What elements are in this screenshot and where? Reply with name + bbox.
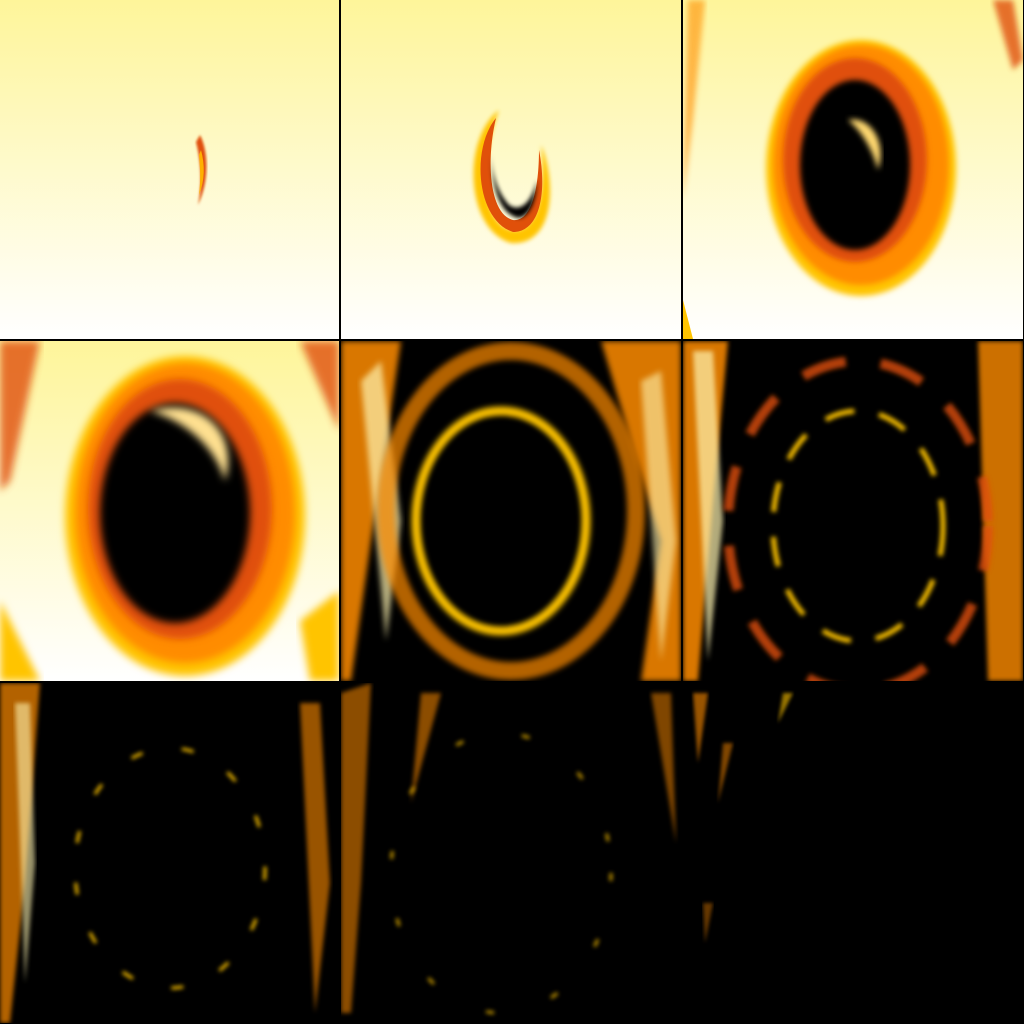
vortex-core <box>800 80 910 250</box>
edge-flame-bottom <box>683 300 693 339</box>
ember-streak-4 <box>703 903 713 943</box>
vortex-ring-inner <box>411 406 591 636</box>
ember-streak-2 <box>718 743 733 803</box>
crescent-core <box>491 150 537 218</box>
spark-core <box>199 150 204 195</box>
frame-8-canvas <box>341 683 681 1023</box>
frame-8 <box>341 683 681 1023</box>
ember-ring <box>389 731 613 1015</box>
vortex-ring-outer <box>377 342 645 680</box>
vortex-core <box>100 403 250 623</box>
flame-streak-right <box>651 693 676 843</box>
flame-streak-right <box>978 341 1023 681</box>
flame-streak-right <box>300 703 330 1013</box>
flame-streak-left <box>341 683 371 1013</box>
edge-flame-bottom-right <box>300 591 339 681</box>
vortex-highlight <box>848 119 881 170</box>
void-background <box>683 341 1023 681</box>
frame-3 <box>683 0 1023 339</box>
flame-streak-left-bright <box>15 703 35 983</box>
vortex-core <box>426 421 576 621</box>
edge-flame-left <box>0 341 40 491</box>
edge-flame-right <box>300 341 339 431</box>
edge-flame-left <box>683 0 705 200</box>
ember-ring-outer <box>723 356 993 681</box>
frame-6 <box>683 341 1023 681</box>
crescent-mid <box>480 118 543 232</box>
frame-4-canvas <box>0 341 339 681</box>
frame-2 <box>341 0 681 339</box>
frame-1 <box>0 0 339 339</box>
frame-5-canvas <box>341 341 681 681</box>
frame-6-canvas <box>683 341 1023 681</box>
void-background <box>341 683 681 1023</box>
sky-background <box>341 0 681 339</box>
frame-7-canvas <box>0 683 339 1023</box>
flame-streak-right-bright <box>641 371 676 661</box>
edge-flame-right <box>993 0 1023 70</box>
flame-streak-upper <box>411 693 441 803</box>
frame-4 <box>0 341 339 681</box>
ember-ring <box>770 408 946 644</box>
frame-1-canvas <box>0 0 339 339</box>
void-background <box>683 683 1023 1023</box>
frame-7 <box>0 683 339 1023</box>
ember-streak-3 <box>778 693 793 723</box>
frame-9-canvas <box>683 683 1023 1023</box>
frame-9 <box>683 683 1023 1023</box>
void-background <box>0 683 339 1023</box>
ember-streak-1 <box>693 693 708 763</box>
edge-flame-bottom-left <box>0 601 40 681</box>
sky-background <box>0 0 339 339</box>
frame-5 <box>341 341 681 681</box>
frame-3-canvas <box>683 0 1023 339</box>
vortex-highlight <box>150 407 229 481</box>
frame-2-canvas <box>341 0 681 339</box>
ember-ring <box>73 746 267 990</box>
flame-streak-left-bright <box>693 351 723 661</box>
